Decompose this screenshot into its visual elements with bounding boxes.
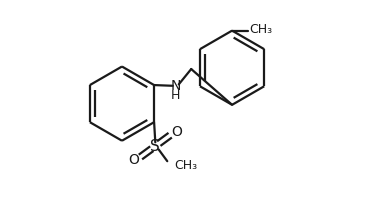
Text: CH₃: CH₃ (249, 23, 272, 36)
Text: S: S (150, 139, 160, 154)
Text: O: O (172, 125, 183, 139)
Text: CH₃: CH₃ (175, 159, 198, 172)
Text: N: N (170, 79, 181, 93)
Text: O: O (128, 153, 139, 167)
Text: H: H (171, 89, 180, 102)
